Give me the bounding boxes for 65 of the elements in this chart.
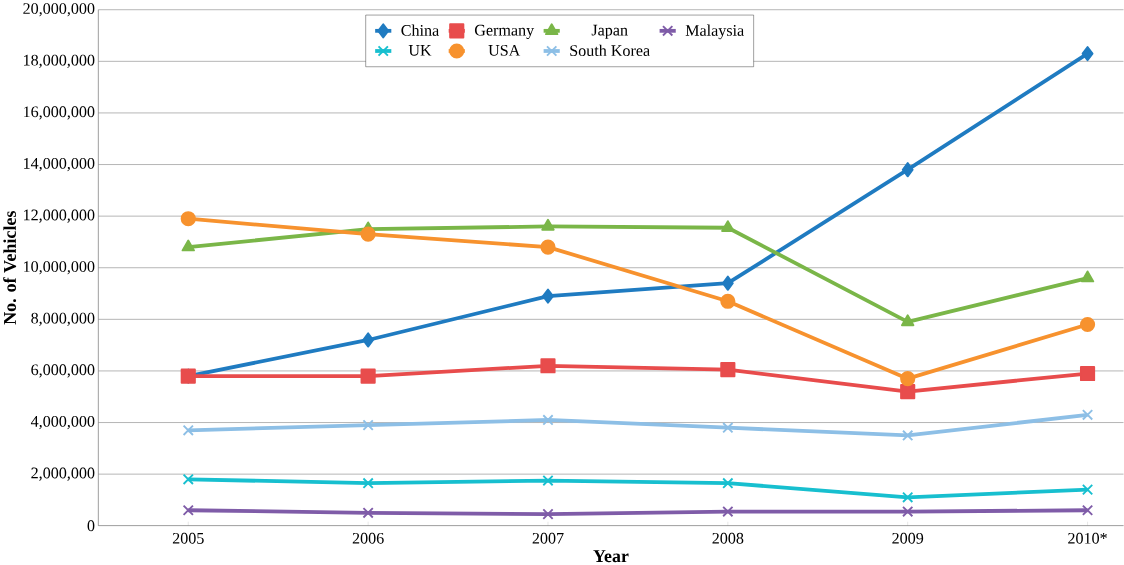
y-tick-label: 16,000,000: [24, 106, 95, 120]
point: [1079, 316, 1096, 332]
legend-label: USA: [488, 44, 521, 56]
point: [902, 491, 914, 503]
point: [720, 293, 736, 309]
y-tick-label: 20,000,000: [23, 2, 95, 17]
point: [721, 275, 734, 291]
point: [182, 424, 194, 436]
y-tick-label: 12,000,000: [24, 209, 95, 223]
point: [722, 421, 734, 434]
point: [722, 505, 734, 518]
legend-label: South Korea: [570, 44, 650, 56]
point: [362, 507, 374, 519]
point: [901, 314, 915, 327]
point: [362, 332, 375, 348]
x-tick-label: 2005: [172, 532, 204, 544]
point: [542, 474, 554, 487]
legend-label: China: [401, 24, 439, 36]
point: [902, 505, 914, 518]
x-tick-label: 2009: [892, 532, 924, 544]
y-tick-label: 18,000,000: [24, 54, 95, 68]
y-axis-title: No. of Vehicles: [3, 210, 17, 325]
point: [1080, 270, 1095, 283]
y-tick-label: 2,000,000: [31, 467, 95, 481]
point: [181, 239, 195, 252]
point: [542, 508, 554, 520]
x-tick-label: 2007: [532, 532, 564, 544]
point: [360, 368, 376, 384]
legend-label: Malaysia: [685, 24, 744, 40]
point: [902, 429, 914, 441]
y-tick-label: 6,000,000: [31, 364, 95, 378]
point: [901, 161, 914, 178]
point: [900, 370, 916, 387]
y-tick-label: 8,000,000: [31, 312, 95, 326]
point: [182, 473, 194, 485]
point: [722, 477, 734, 489]
x-tick-label: 2008: [712, 532, 744, 544]
point: [542, 414, 554, 426]
y-tick-label: 4,000,000: [30, 415, 95, 429]
x-tick-label: 2010*: [1068, 532, 1107, 544]
legend-label: Japan: [591, 24, 628, 39]
point: [1081, 45, 1094, 62]
point: [540, 239, 556, 255]
point: [1081, 483, 1094, 496]
point: [180, 210, 196, 227]
legend-label: Germany: [474, 24, 535, 39]
point: [720, 361, 736, 378]
point: [540, 358, 556, 374]
point: [542, 288, 554, 304]
x-tick-label: 2006: [352, 532, 384, 544]
y-tick-label: 0: [87, 520, 95, 532]
point: [1081, 409, 1094, 421]
legend-label: UK: [408, 44, 432, 56]
point: [1079, 365, 1096, 381]
point: [362, 419, 374, 431]
point: [362, 477, 374, 489]
x-axis-title: Year: [593, 550, 629, 563]
y-tick-label: 14,000,000: [24, 157, 95, 171]
point: [1081, 504, 1094, 516]
point: [900, 383, 916, 399]
point: [541, 218, 555, 231]
y-tick-label: 10,000,000: [24, 260, 95, 275]
point: [360, 226, 376, 242]
point: [721, 220, 735, 232]
point: [182, 504, 194, 516]
